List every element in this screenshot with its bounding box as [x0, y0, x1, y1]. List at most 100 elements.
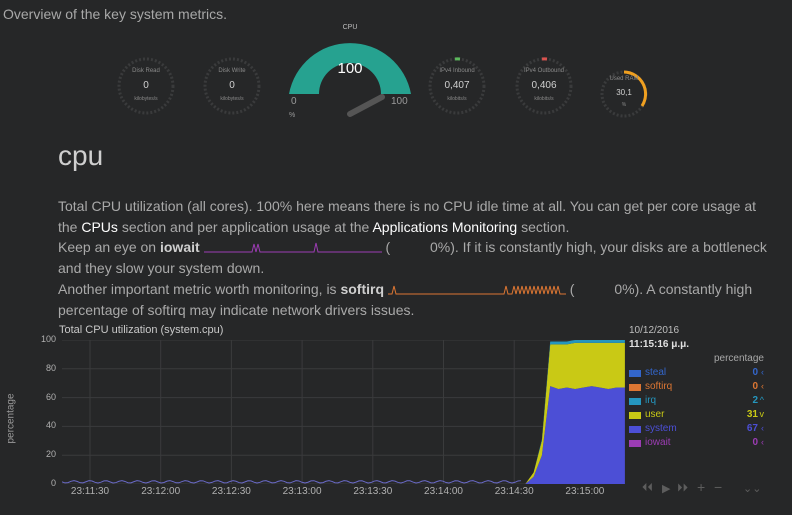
legend-trend-icon: ‹: [761, 423, 764, 433]
legend-name: irq: [645, 395, 657, 406]
gauge-label: IPv4 Outbound: [523, 68, 565, 74]
section-title: cpu: [58, 140, 104, 171]
legend-swatch: [629, 384, 641, 391]
gauge-unit: %: [621, 102, 627, 108]
y-tick-label: 80: [45, 362, 56, 373]
cpus-link[interactable]: CPUs: [81, 218, 118, 235]
gauge-unit: kilobits/s: [534, 96, 554, 102]
desc-text: 0%). A constantly high percentage of sof…: [58, 281, 753, 318]
pan-right-button[interactable]: ⏵⏵: [677, 482, 688, 494]
legend-name: user: [645, 409, 665, 420]
desc-text: section and per application usage at the: [121, 218, 370, 235]
play-button[interactable]: ▶: [662, 483, 671, 495]
resize-handle[interactable]: ⌄⌄: [743, 483, 762, 495]
cpu-description-1: Total CPU utilization (all cores). 100% …: [58, 196, 776, 237]
legend-value: 0: [752, 437, 758, 448]
x-tick-label: 23:14:30: [494, 486, 534, 497]
legend-trend-icon: ^: [759, 395, 764, 405]
x-tick-label: 23:14:00: [424, 486, 463, 497]
gauge-ring: [203, 57, 261, 115]
legend-swatch: [629, 412, 641, 419]
overview-text: Overview of the key system metrics.: [3, 6, 228, 22]
desc-text: (: [569, 281, 575, 297]
legend-name: system: [645, 423, 677, 434]
x-tick-label: 23:15:00: [565, 486, 605, 497]
legend-swatch: [629, 370, 641, 377]
x-tick-label: 23:12:00: [141, 486, 181, 497]
cpu-chart[interactable]: [62, 340, 625, 484]
gauge-unit: kilobytes/s: [134, 96, 158, 102]
legend-item-softirq[interactable]: softirq 0 ‹: [629, 381, 764, 394]
legend-unit: percentage: [713, 353, 764, 364]
iowait-sparkline[interactable]: [203, 241, 382, 255]
gauge-min: 0: [291, 96, 297, 107]
legend-swatch: [629, 426, 641, 433]
legend-trend-icon: ‹: [761, 367, 764, 377]
legend-item-steal[interactable]: steal 0 ‹: [629, 367, 764, 380]
y-tick-label: 60: [45, 391, 56, 402]
softirq-label: softirq: [340, 281, 385, 297]
series-user-area: [517, 342, 625, 484]
gauge-needle: [347, 94, 385, 117]
legend-name: softirq: [645, 381, 673, 392]
cpu-gauge-arc: [289, 43, 411, 117]
gauge-disk-read[interactable]: Disk Read 0 kilobytes/s: [116, 56, 176, 116]
gauge-label: Disk Read: [132, 68, 160, 74]
cpu-description-3: Another important metric worth monitorin…: [58, 279, 776, 320]
gauge-label: Disk Write: [218, 68, 246, 74]
gauge-disk-write[interactable]: Disk Write 0 kilobytes/s: [202, 56, 262, 116]
legend-time: 11:15:16 μ.μ.: [629, 339, 690, 350]
legend-item-irq[interactable]: irq 2 ^: [629, 395, 764, 408]
legend-trend-icon: v: [759, 409, 765, 419]
gauge-value: 0: [143, 80, 149, 91]
legend-trend-icon: ‹: [761, 437, 764, 447]
y-tick-label: 40: [45, 420, 56, 431]
legend-value: 2: [752, 395, 758, 406]
legend-swatch: [629, 398, 641, 405]
gauge-value: 30,1: [616, 88, 632, 97]
pan-left-button[interactable]: ⏴⏴: [642, 482, 653, 494]
gauge-cpu[interactable]: CPU 100 0 100 %: [285, 22, 415, 122]
desc-text: Keep an eye on: [58, 239, 157, 255]
legend-swatch: [629, 440, 641, 447]
gauge-label: IPv4 Inbound: [439, 68, 475, 74]
desc-text: Another important metric worth monitorin…: [58, 281, 337, 297]
desc-text: Total CPU utilization (all cores). 100% …: [58, 198, 757, 235]
gauge-used-ram[interactable]: Used RAM 30,1 %: [598, 68, 650, 120]
legend-item-iowait[interactable]: iowait 0 ‹: [629, 437, 764, 450]
softirq-sparkline[interactable]: [387, 283, 566, 297]
legend-item-system[interactable]: system 67 ‹: [629, 423, 764, 436]
legend-item-user[interactable]: user 31 v: [629, 409, 764, 422]
series-system-area: [517, 386, 625, 484]
y-tick-label: 20: [45, 449, 56, 460]
series-system-baseline: [62, 480, 522, 484]
legend-name: steal: [645, 367, 667, 378]
zoom-out-button[interactable]: −: [714, 479, 723, 495]
gauge-max: 100: [391, 96, 408, 107]
gauge-unit: %: [289, 112, 296, 119]
x-tick-label: 23:13:30: [353, 486, 393, 497]
legend-value: 67: [746, 423, 758, 434]
desc-text: section.: [521, 218, 570, 235]
x-tick-label: 23:12:30: [211, 486, 251, 497]
x-tick-label: 23:13:00: [282, 486, 322, 497]
legend-trend-icon: ‹: [761, 381, 764, 391]
legend-date: 10/12/2016: [629, 325, 680, 336]
gauge-value: 0: [229, 80, 235, 91]
legend-value: 31: [746, 409, 758, 420]
legend-value: 0: [752, 367, 758, 378]
cpu-description-2: Keep an eye on iowait ( 0%). If it is co…: [58, 237, 776, 278]
desc-text: 0%). If it is constantly high, your disk…: [58, 239, 767, 276]
zoom-in-button[interactable]: +: [697, 479, 706, 495]
gauge-title: CPU: [342, 24, 358, 31]
legend-value: 0: [752, 381, 758, 392]
gauge-ipv4-inbound[interactable]: IPv4 Inbound 0,407 kilobits/s: [427, 56, 487, 116]
desc-text: (: [385, 239, 391, 255]
y-axis-label: percentage: [5, 393, 17, 444]
applications-monitoring-link[interactable]: Applications Monitoring: [372, 218, 518, 235]
x-tick-label: 23:11:30: [70, 486, 110, 497]
legend-name: iowait: [645, 437, 671, 448]
gauge-ipv4-outbound[interactable]: IPv4 Outbound 0,406 kilobits/s: [514, 56, 574, 116]
gauge-value: 100: [337, 60, 363, 77]
iowait-label: iowait: [159, 239, 200, 255]
